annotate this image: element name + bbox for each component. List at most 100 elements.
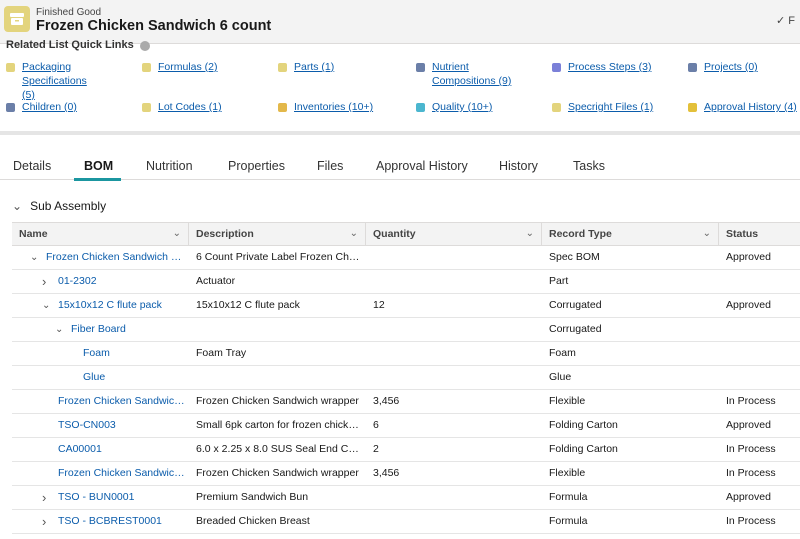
tab-details[interactable]: Details [13, 159, 52, 173]
tab-bom[interactable]: BOM [84, 159, 114, 173]
column-menu-chevron-icon[interactable]: ⌄ [172, 228, 181, 239]
chevron-down-icon[interactable]: ⌄ [30, 252, 39, 263]
column-header-record-type[interactable]: Record Type ⌄ [542, 223, 719, 245]
cell-description: 6.0 x 2.25 x 8.0 SUS Seal End Carton [196, 443, 361, 455]
section-divider [0, 131, 800, 135]
tab-history[interactable]: History [499, 159, 538, 173]
cell-name[interactable]: TSO-CN003 [58, 419, 116, 431]
object-type-label: Finished Good [36, 7, 102, 18]
column-header-quantity[interactable]: Quantity ⌄ [366, 223, 542, 245]
table-row: ⌄ Fiber Board Corrugated [12, 318, 800, 342]
tab-properties[interactable]: Properties [228, 159, 285, 173]
column-menu-chevron-icon[interactable]: ⌄ [349, 228, 358, 239]
sub-assembly-section-header[interactable]: ⌄ Sub Assembly [12, 199, 106, 213]
column-header-label: Name [19, 228, 48, 240]
tab-tasks[interactable]: Tasks [573, 159, 605, 173]
cell-status [726, 342, 793, 365]
cell-quantity [373, 270, 535, 293]
info-icon [140, 41, 150, 51]
record-tabs: Details BOM Nutrition Properties Files Approv… [0, 142, 800, 181]
column-menu-chevron-icon[interactable]: ⌄ [702, 228, 711, 239]
chevron-down-icon[interactable]: ⌄ [42, 300, 51, 311]
related-list-quick-links: Related List Quick Links [0, 39, 800, 131]
quick-link-label: Parts (1) [294, 61, 335, 73]
cell-record-type: Folding Carton [549, 419, 618, 431]
column-header-description[interactable]: Description ⌄ [189, 223, 366, 245]
chevron-right-icon[interactable]: › [42, 490, 47, 505]
specright-files-icon [552, 103, 561, 112]
approval-history-icon [688, 103, 697, 112]
cell-status [726, 270, 793, 293]
cell-name[interactable]: Fiber Board [71, 323, 126, 335]
table-row: › TSO - BCBREST0001 Breaded Chicken Breast… [12, 510, 800, 534]
table-row: TSO-CN003 Small 6pk carton for frozen chi… [12, 414, 800, 438]
cell-quantity [373, 486, 535, 509]
cell-name[interactable]: 01-2302 [58, 275, 97, 287]
cell-description [196, 318, 361, 341]
table-row: Glue Glue [12, 366, 800, 390]
chevron-down-icon[interactable]: ⌄ [55, 324, 64, 335]
cell-name[interactable]: Foam [83, 347, 110, 359]
table-row: › TSO - BUN0001 Premium Sandwich Bun Formul… [12, 486, 800, 510]
column-header-name[interactable]: Name ⌄ [12, 223, 189, 245]
cell-record-type: Corrugated [549, 299, 602, 311]
follow-button[interactable]: ✓ F [776, 15, 795, 27]
chevron-down-icon: ⌄ [12, 199, 23, 213]
quick-link-label: Formulas (2) [158, 61, 218, 73]
cell-status: Approved [726, 299, 771, 311]
cell-status: In Process [726, 443, 776, 455]
table-row: ⌄ 15x10x12 C flute pack 15x10x12 C flute p… [12, 294, 800, 318]
cell-description [196, 366, 361, 389]
cell-quantity: 3,456 [373, 467, 400, 479]
quick-link-label: Lot Codes (1) [158, 101, 222, 113]
inventories-icon [278, 103, 287, 112]
lot-codes-icon [142, 103, 151, 112]
cell-description: 6 Count Private Label Frozen Chick... [196, 251, 361, 263]
cell-name[interactable]: TSO - BUN0001 [58, 491, 135, 503]
tab-files[interactable]: Files [317, 159, 344, 173]
cell-record-type: Flexible [549, 395, 586, 407]
quick-links-title: Related List Quick Links [6, 39, 134, 51]
cell-record-type: Corrugated [549, 323, 602, 335]
column-header-label: Record Type [549, 228, 612, 240]
cell-description: Actuator [196, 275, 236, 287]
cell-status: Approved [726, 419, 771, 431]
column-header-status[interactable]: Status [719, 223, 800, 245]
cell-name[interactable]: 15x10x12 C flute pack [58, 299, 162, 311]
quick-link-label: Specright Files (1) [568, 101, 654, 113]
quality-icon [416, 103, 425, 112]
tab-approval-history[interactable]: Approval History [376, 159, 468, 173]
cell-status: In Process [726, 515, 776, 527]
cell-name[interactable]: Glue [83, 371, 106, 383]
cell-name[interactable]: CA00001 [58, 443, 102, 455]
table-row: › 01-2302 Actuator Part [12, 270, 800, 294]
cell-description: Breaded Chicken Breast [196, 515, 310, 527]
table-row: Frozen Chicken Sandwich ... Frozen Chicke… [12, 462, 800, 486]
chevron-right-icon[interactable]: › [42, 274, 47, 289]
cell-name[interactable]: TSO - BCBREST0001 [58, 515, 162, 527]
cell-quantity [373, 342, 535, 365]
table-row: CA00001 6.0 x 2.25 x 8.0 SUS Seal End Car… [12, 438, 800, 462]
cell-record-type: Flexible [549, 467, 586, 479]
cell-quantity [373, 510, 535, 533]
finished-good-icon [4, 6, 30, 32]
cell-record-type: Glue [549, 371, 572, 383]
quick-link-label: Approval History (4) [704, 101, 797, 113]
table-row: ⌄ Frozen Chicken Sandwich 6 ... 6 Count Pr… [12, 246, 800, 270]
cell-description: Foam Tray [196, 347, 247, 359]
column-header-label: Status [726, 228, 759, 240]
cell-name[interactable]: Frozen Chicken Sandwich 6 ... [46, 251, 185, 263]
cell-name[interactable]: Frozen Chicken Sandwich ... [58, 395, 185, 407]
chevron-right-icon[interactable]: › [42, 514, 47, 529]
quick-link-label: Projects (0) [704, 61, 758, 73]
cell-status: Approved [726, 491, 771, 503]
tab-nutrition[interactable]: Nutrition [146, 159, 193, 173]
cell-quantity: 12 [373, 299, 385, 311]
cell-description: Frozen Chicken Sandwich wrapper [196, 395, 359, 407]
cell-status: Approved [726, 251, 771, 263]
cell-record-type: Foam [549, 347, 576, 359]
formulas-icon [142, 63, 151, 72]
quick-link-label: Nutrient Compositions (9) [432, 61, 512, 87]
cell-name[interactable]: Frozen Chicken Sandwich ... [58, 467, 185, 479]
column-menu-chevron-icon[interactable]: ⌄ [525, 228, 534, 239]
